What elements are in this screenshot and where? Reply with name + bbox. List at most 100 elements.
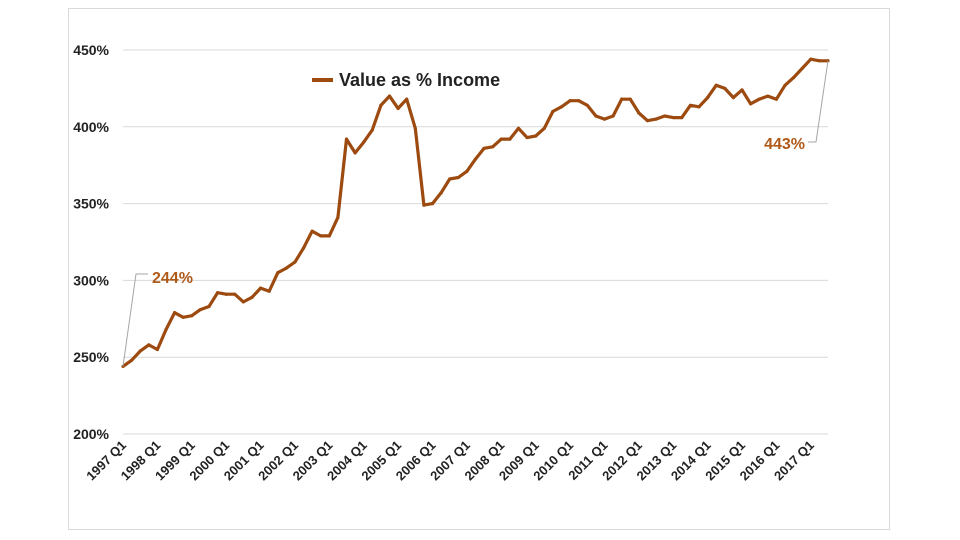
y-tick-label: 200%: [73, 426, 109, 442]
data-point: [817, 59, 822, 63]
data-point: [542, 126, 546, 130]
data-point: [645, 119, 650, 123]
data-point: [740, 88, 744, 92]
y-tick-label: 450%: [73, 42, 109, 58]
data-point: [327, 234, 331, 238]
data-point: [654, 117, 658, 121]
callout-label-start: 244%: [152, 270, 193, 287]
data-point: [370, 128, 374, 132]
data-point: [233, 292, 237, 296]
data-point: [293, 260, 297, 264]
data-point: [430, 202, 435, 206]
data-point: [215, 291, 220, 295]
data-point: [319, 234, 323, 238]
data-point: [491, 145, 495, 149]
legend-label: Value as % Income: [339, 70, 500, 90]
data-point: [731, 96, 736, 100]
series-line-value-as-income: [122, 57, 828, 368]
data-point: [577, 99, 581, 103]
data-point: [439, 191, 443, 195]
data-point: [680, 115, 684, 120]
data-point: [749, 102, 753, 106]
data-point: [405, 97, 409, 101]
y-tick-label: 300%: [73, 272, 109, 288]
data-point: [164, 327, 168, 332]
callouts: 244% 443%: [122, 60, 829, 367]
y-tick-label: 250%: [73, 349, 109, 365]
data-point: [482, 146, 486, 150]
data-point: [551, 109, 555, 114]
data-point: [792, 76, 796, 80]
data-point: [594, 114, 598, 118]
data-point: [147, 343, 151, 347]
data-point: [413, 126, 417, 130]
data-point: [422, 203, 426, 207]
data-point: [783, 83, 787, 87]
data-point: [448, 177, 452, 181]
data-point: [258, 286, 263, 290]
data-point: [473, 157, 478, 161]
data-point: [155, 347, 159, 352]
series-layer: [121, 57, 830, 369]
data-point: [628, 97, 632, 101]
data-point: [310, 229, 314, 233]
data-point: [525, 135, 529, 140]
data-point: [688, 103, 693, 107]
data-point: [379, 103, 383, 107]
data-point: [809, 57, 813, 61]
data-point: [620, 97, 624, 101]
data-point: [671, 115, 675, 120]
data-point: [387, 94, 392, 98]
data-point: [456, 175, 460, 180]
data-point: [198, 307, 202, 312]
data-point: [757, 97, 761, 101]
data-point: [611, 114, 615, 118]
data-point: [250, 295, 254, 299]
data-point: [396, 106, 400, 110]
data-point: [663, 114, 667, 118]
data-point: [172, 311, 177, 315]
data-point: [190, 314, 194, 318]
data-point: [207, 304, 211, 309]
data-point: [602, 117, 607, 121]
data-point: [766, 94, 770, 98]
data-point: [336, 215, 340, 220]
data-point: [301, 246, 306, 250]
y-tick-label: 350%: [73, 196, 109, 212]
callout-label-end: 443%: [764, 136, 805, 153]
data-point: [276, 271, 280, 275]
data-point: [267, 289, 271, 293]
data-point: [284, 266, 288, 270]
data-point: [344, 137, 349, 141]
data-point: [181, 315, 185, 319]
data-point: [224, 292, 228, 296]
y-tick-label: 400%: [73, 119, 109, 135]
data-point: [774, 97, 779, 101]
data-point: [697, 105, 701, 109]
data-point: [559, 105, 564, 109]
data-point: [534, 134, 538, 138]
data-point: [637, 111, 641, 115]
data-point: [585, 103, 589, 107]
gridlines: [123, 49, 828, 435]
data-point: [465, 169, 469, 173]
data-point: [129, 358, 134, 362]
chart-frame: [68, 8, 890, 530]
data-point: [241, 300, 245, 304]
callout-leader-line: [808, 60, 829, 143]
y-axis-ticks: 200% 250% 300% 350% 400% 450%: [73, 42, 109, 442]
data-point: [706, 96, 710, 100]
legend: Value as % Income: [312, 70, 500, 90]
data-point: [723, 86, 727, 90]
data-point: [353, 151, 357, 155]
data-point: [508, 137, 512, 141]
callout-leader-line: [122, 273, 148, 367]
data-point: [516, 126, 521, 130]
data-point: [800, 66, 804, 71]
data-point: [362, 140, 366, 144]
data-point: [714, 83, 718, 87]
data-point: [138, 349, 142, 353]
data-point: [499, 137, 503, 141]
